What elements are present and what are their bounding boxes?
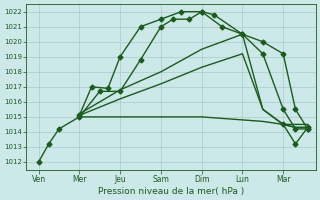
X-axis label: Pression niveau de la mer( hPa ): Pression niveau de la mer( hPa ) [98,187,244,196]
